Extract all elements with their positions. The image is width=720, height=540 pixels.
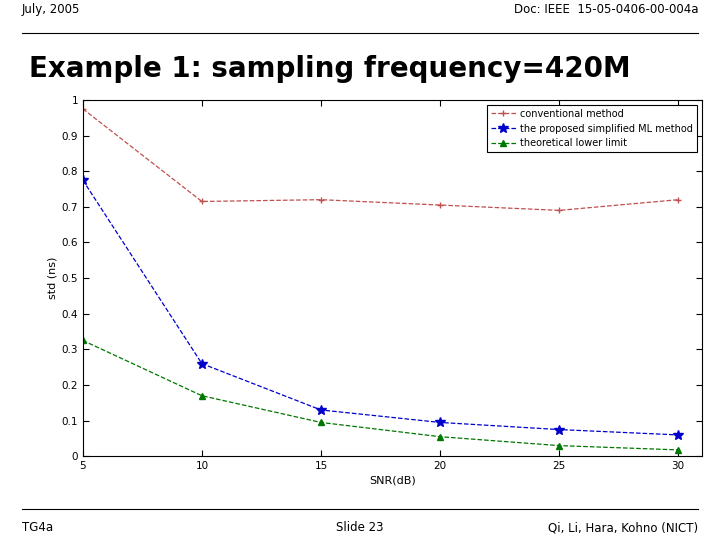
- theoretical lower limit: [197, 393, 206, 399]
- theoretical lower limit: [436, 434, 444, 440]
- conventional method: [197, 198, 206, 205]
- conventional method: [555, 207, 564, 214]
- the proposed simplified ML method: [78, 177, 87, 183]
- theoretical lower limit: [555, 442, 564, 449]
- theoretical lower limit: [317, 419, 325, 426]
- Y-axis label: std (ns): std (ns): [48, 257, 58, 299]
- the proposed simplified ML method: [674, 431, 683, 438]
- Text: Qi, Li, Hara, Kohno (NICT): Qi, Li, Hara, Kohno (NICT): [548, 521, 698, 534]
- conventional method: [436, 202, 444, 208]
- Line: the proposed simplified ML method: the proposed simplified ML method: [78, 175, 683, 440]
- Text: Example 1: sampling frequency=420M: Example 1: sampling frequency=420M: [29, 55, 631, 83]
- Line: conventional method: conventional method: [79, 105, 682, 214]
- X-axis label: SNR(dB): SNR(dB): [369, 475, 415, 485]
- Line: theoretical lower limit: theoretical lower limit: [79, 337, 682, 454]
- conventional method: [78, 106, 87, 112]
- conventional method: [317, 197, 325, 203]
- Text: Doc: IEEE  15-05-0406-00-004a: Doc: IEEE 15-05-0406-00-004a: [514, 3, 698, 16]
- the proposed simplified ML method: [197, 360, 206, 367]
- Text: July, 2005: July, 2005: [22, 3, 80, 16]
- Text: Slide 23: Slide 23: [336, 521, 384, 534]
- theoretical lower limit: [674, 447, 683, 453]
- the proposed simplified ML method: [317, 407, 325, 413]
- conventional method: [674, 197, 683, 203]
- theoretical lower limit: [78, 337, 87, 343]
- the proposed simplified ML method: [555, 427, 564, 433]
- Text: TG4a: TG4a: [22, 521, 53, 534]
- the proposed simplified ML method: [436, 419, 444, 426]
- Legend: conventional method, the proposed simplified ML method, theoretical lower limit: conventional method, the proposed simpli…: [487, 105, 697, 152]
